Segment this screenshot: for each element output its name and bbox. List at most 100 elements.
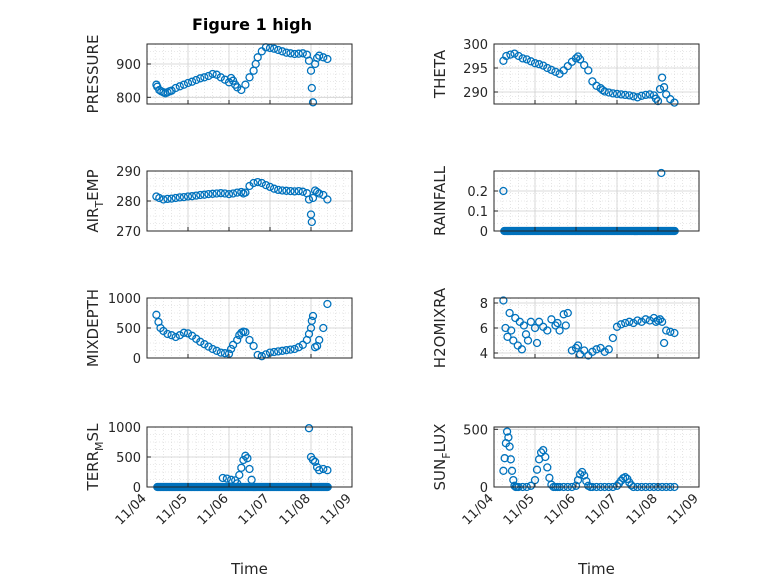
data-point: [274, 185, 283, 195]
data-point: [290, 187, 299, 196]
data-point: [183, 192, 193, 201]
data-point: [553, 318, 562, 328]
data-point: [571, 481, 581, 490]
data-point: [502, 51, 511, 61]
axes-rainfall: 0 0.1 0.2 RAINFALL: [431, 165, 700, 240]
data-point: [235, 470, 244, 480]
y-tick-label: 0.1: [467, 205, 488, 220]
data-point: [612, 481, 622, 490]
data-point: [308, 311, 318, 321]
data-point: [563, 308, 572, 318]
data-point: [510, 49, 519, 58]
data-point: [269, 347, 279, 357]
data-point: [200, 340, 209, 349]
data-point: [670, 98, 679, 107]
data-series: [499, 296, 679, 360]
data-point: [608, 89, 618, 98]
data-point: [662, 326, 671, 335]
data-point: [208, 69, 217, 79]
data-point: [245, 464, 254, 474]
y-axis-label: AIRTEMP: [84, 169, 106, 232]
y-tick-label: 0: [480, 481, 488, 496]
data-series: [152, 43, 332, 107]
data-point: [500, 454, 509, 463]
data-point: [666, 327, 675, 336]
data-point: [208, 344, 217, 354]
data-point: [662, 90, 671, 99]
data-point: [567, 346, 577, 355]
data-point: [294, 343, 303, 352]
data-point: [657, 317, 667, 326]
data-point: [541, 452, 550, 462]
y-tick-label: 295: [463, 62, 488, 77]
data-point: [592, 81, 601, 90]
data-point: [509, 475, 518, 485]
axes-h2omixra: 4 6 8 H2OMIXRA: [431, 287, 700, 368]
data-point: [505, 308, 514, 318]
data-point: [226, 344, 236, 354]
data-point: [239, 455, 248, 465]
data-point: [543, 63, 552, 73]
x-tick-label: 11/04: [460, 491, 497, 528]
data-point: [621, 318, 630, 328]
data-point: [216, 73, 225, 82]
data-point: [621, 90, 630, 100]
data-point: [319, 464, 328, 474]
data-point: [310, 457, 320, 466]
data-point: [304, 195, 314, 204]
y-tick-label: 800: [116, 91, 141, 106]
data-point: [530, 59, 540, 68]
data-point: [655, 315, 665, 324]
data-point: [519, 321, 529, 330]
data-point: [253, 177, 262, 187]
data-point: [163, 329, 172, 339]
data-point: [315, 335, 324, 345]
axes-terr-msl: 0 500 1000 11/04 11/05 11/06 11/07 11/08 11/09 Ti…: [84, 421, 355, 578]
data-point: [294, 49, 303, 58]
data-point: [641, 90, 650, 100]
y-tick-label: 300: [463, 38, 488, 53]
data-point: [555, 326, 564, 335]
data-point: [163, 194, 172, 204]
data-point: [233, 83, 242, 92]
data-point: [274, 45, 283, 55]
data-point: [249, 341, 258, 351]
data-point: [241, 451, 250, 460]
data-point: [522, 55, 531, 64]
data-point: [290, 49, 299, 59]
data-point: [282, 346, 291, 355]
data-point: [588, 77, 597, 86]
data-point: [175, 82, 184, 91]
data-point: [625, 91, 634, 100]
data-point: [290, 344, 299, 354]
y-tick-label: 900: [116, 58, 141, 73]
x-tick-label: 11/06: [542, 491, 579, 528]
data-point: [563, 61, 572, 71]
data-point: [499, 186, 508, 196]
grid: [493, 43, 700, 105]
data-point: [220, 349, 230, 358]
y-tick-label: 0: [133, 352, 141, 367]
data-point: [253, 53, 262, 62]
data-point: [308, 455, 318, 465]
data-point: [323, 299, 332, 309]
data-point: [241, 188, 250, 197]
y-tick-label: 500: [116, 322, 141, 337]
data-point: [612, 89, 622, 99]
x-tick-label: 11/05: [154, 491, 191, 528]
data-point: [183, 329, 193, 338]
data-point: [187, 192, 197, 201]
data-point: [171, 193, 180, 203]
data-point: [547, 65, 556, 75]
data-point: [315, 51, 324, 60]
y-axis-label: THETA: [431, 49, 449, 99]
data-point: [179, 192, 189, 202]
data-point: [551, 321, 560, 330]
data-point: [323, 195, 332, 204]
data-point: [526, 317, 536, 326]
y-axis-label: MIXDEPTH: [84, 289, 102, 367]
data-point: [580, 60, 589, 70]
data-point: [278, 186, 287, 195]
data-point: [526, 57, 536, 66]
